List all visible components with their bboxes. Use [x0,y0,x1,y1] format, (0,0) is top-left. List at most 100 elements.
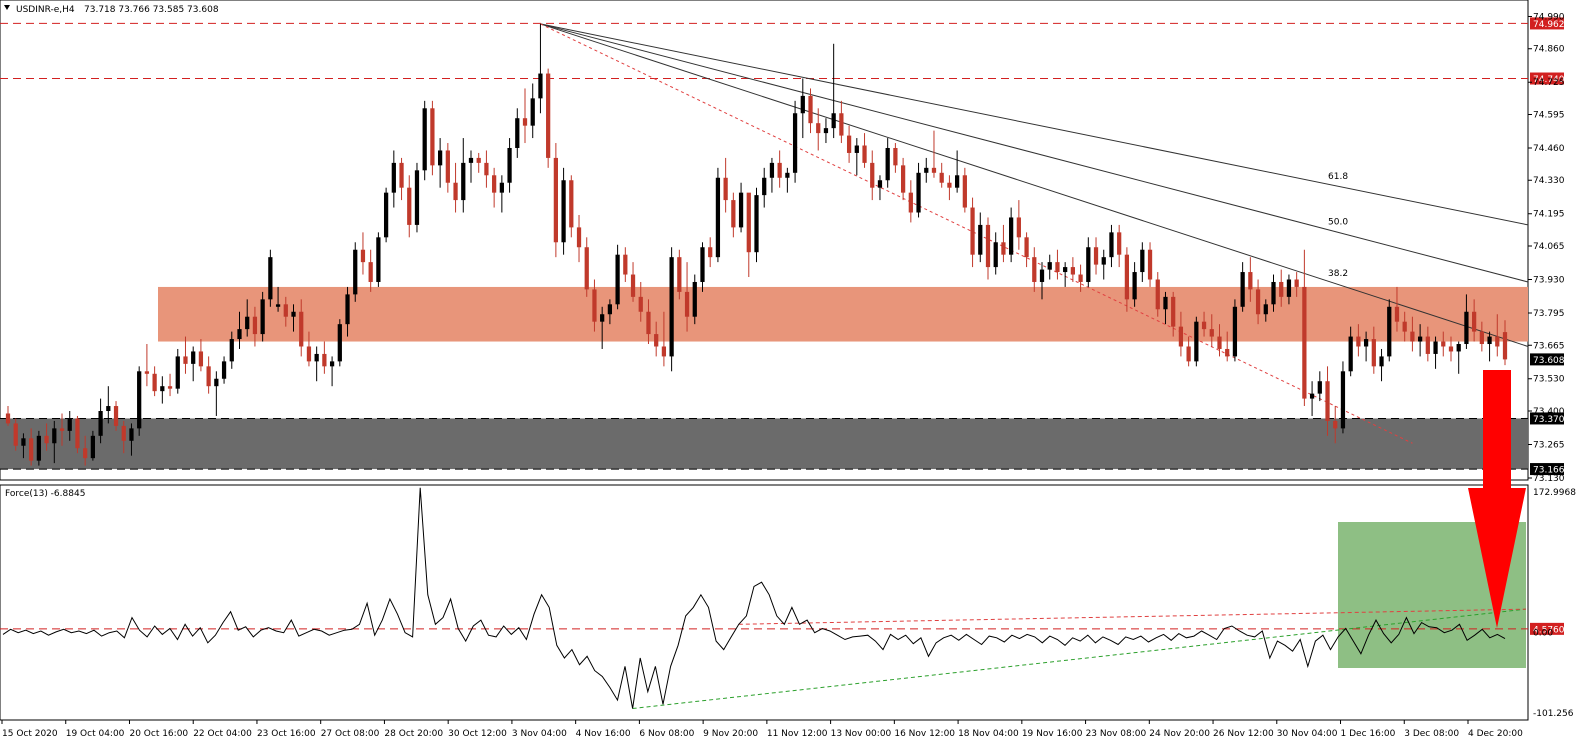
time-tick-label: 6 Nov 08:00 [639,729,694,739]
candle-body [1263,304,1268,315]
candle-body [854,145,859,153]
time-tick-label: 24 Nov 20:00 [1149,729,1210,739]
candle-body [1194,321,1199,362]
candle-body [800,95,805,114]
candle-body [515,118,520,148]
candle-body [1340,371,1346,429]
time-tick-label: 16 Nov 12:00 [894,729,955,739]
candle-body [376,237,381,282]
candle-body [1240,272,1245,307]
candle-body [1201,321,1207,330]
candle-body [44,435,49,444]
candle-body [1433,341,1438,354]
candle-body [1086,247,1091,282]
candle-body [1325,381,1330,421]
candle-body [383,192,389,238]
time-tick-label: 23 Oct 16:00 [257,729,316,739]
candle-body [1248,272,1253,290]
price-tick-label: 73.265 [1533,441,1565,451]
candle-body [5,413,11,424]
candle-body [584,247,589,290]
candle-body [1479,331,1484,345]
level-label: 74.740 [1533,75,1565,85]
candle-body [1124,254,1130,300]
force-level-label: 4.5760 [1533,625,1565,635]
fib-label: 38.2 [1328,269,1348,279]
candle-body [931,167,937,173]
candle-body [839,113,844,136]
price-zone-resistance [158,286,1528,342]
candle-body [1163,296,1168,310]
candle-body [530,98,535,126]
time-tick-label: 27 Oct 08:00 [321,729,380,739]
candle-body [129,428,134,441]
current-price-label: 73.608 [1533,356,1565,366]
candle-body [175,356,180,389]
fib-fan-line [540,23,1529,347]
candle-body [1279,281,1284,297]
price-panel [0,0,1529,481]
ohlc-readout: 73.718 73.766 73.585 73.608 [84,5,219,15]
candle-body [306,346,312,362]
candle-body [978,224,983,255]
price-tick-label: 73.795 [1533,309,1565,319]
candle-body [1147,249,1153,280]
candle-body [1186,346,1191,362]
price-tick-label: 74.460 [1533,144,1565,154]
level-label-box [1530,412,1564,425]
candle-body [877,180,883,188]
current-price-box [1530,353,1564,366]
candle-body [121,425,126,441]
candle-body [399,162,404,188]
candle-body [198,351,204,367]
candle-body [762,177,767,196]
fib-fan-line [540,23,1529,283]
candle-body [607,304,613,315]
time-tick-label: 23 Nov 08:00 [1086,729,1147,739]
time-tick-label: 11 Nov 12:00 [767,729,828,739]
candle-body [623,254,628,275]
fib-fan-line [540,23,1529,226]
candle-body [152,373,157,392]
candle-body [792,113,798,173]
candle-body [1217,336,1222,349]
time-tick-label: 4 Nov 16:00 [576,729,631,739]
candle-body [823,128,829,134]
price-tick-label: 73.930 [1533,275,1565,285]
price-tick-label: 74.990 [1533,12,1565,22]
candle-body [1109,232,1114,258]
candle-body [870,162,875,188]
candle-body [484,162,489,176]
time-tick-label: 28 Oct 20:00 [384,729,443,739]
candle-body [1294,279,1299,287]
force-level-box [1530,622,1564,635]
candle-body [1286,279,1292,297]
candle-body [391,162,396,193]
price-zone-support [0,418,1528,470]
candle-body [600,314,605,322]
candle-body [1394,306,1400,322]
force-downtrend-line [738,608,1527,625]
candle-body [1047,262,1052,270]
candle-body [67,418,72,431]
candle-body [816,123,821,134]
candle-body [1348,336,1353,372]
collapse-triangle-icon[interactable] [4,5,10,10]
candle-body [569,180,574,228]
price-tick-label: 73.130 [1533,474,1565,484]
candle-body [183,356,188,364]
candle-body [507,147,512,183]
candle-body [160,386,165,392]
candle-body [229,339,234,362]
candle-body [1495,336,1500,347]
candle-body [252,316,258,335]
candle-body [1255,289,1261,315]
candle-body [846,135,852,153]
candle-body [83,448,88,459]
candle-body [337,324,342,362]
candle-body [345,294,350,325]
candle-body [1502,332,1508,360]
candle-body [1472,311,1477,332]
candle-body [677,257,682,292]
candle-body [746,192,751,253]
